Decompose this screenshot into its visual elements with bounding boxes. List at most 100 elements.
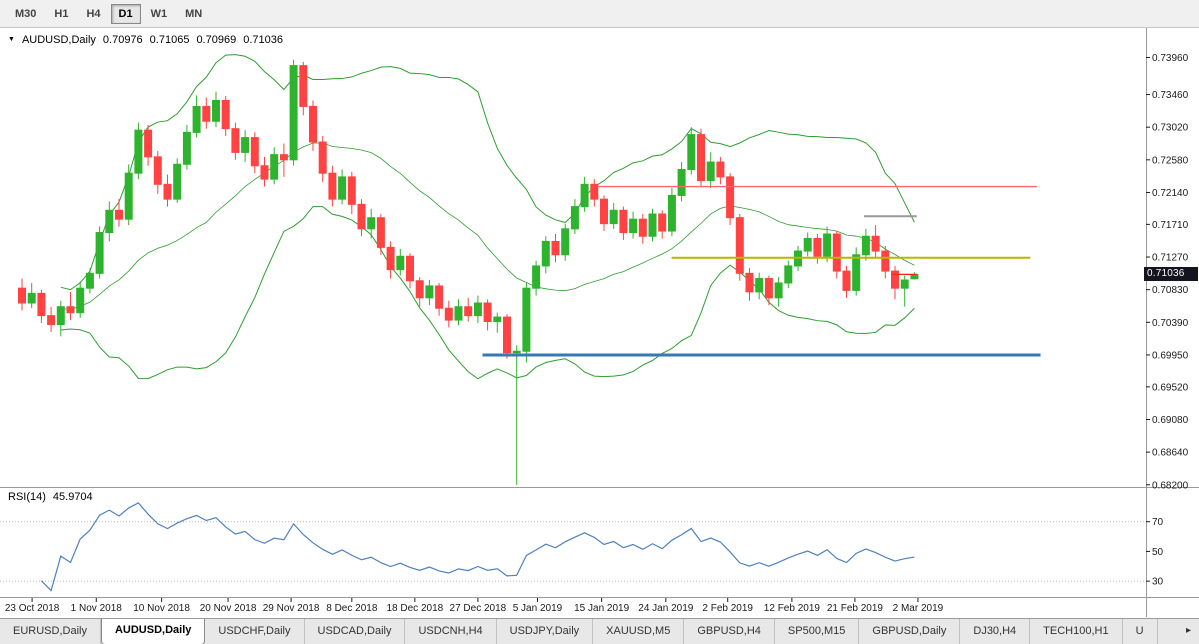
price-axis-label: 0.68640 — [1152, 448, 1189, 459]
price-axis-label: 0.73020 — [1152, 123, 1189, 134]
chart-tab-audusd-daily[interactable]: AUDUSD,Daily — [100, 619, 206, 644]
panel-separators — [0, 28, 1199, 617]
time-axis-label: 1 Nov 2018 — [71, 603, 123, 614]
chart-tab-u[interactable]: U — [1122, 619, 1158, 644]
price-axis[interactable]: 0.73960 0.73460 0.73020 0.72580 0.72140 0.717… — [1146, 53, 1189, 491]
timeframe-button-mn[interactable]: MN — [177, 4, 210, 24]
time-axis-label: 18 Dec 2018 — [386, 603, 443, 614]
time-axis[interactable]: 23 Oct 2018 1 Nov 2018 10 Nov 2018 20 Nov 2… — [5, 598, 944, 614]
candle-body — [231, 128, 240, 153]
timeframe-button-w1[interactable]: W1 — [143, 4, 176, 24]
candle-body — [221, 99, 230, 130]
candle-body — [891, 270, 899, 289]
candle-body — [706, 161, 715, 182]
ohlc-low: 0.70969 — [196, 34, 237, 46]
time-axis-label: 8 Dec 2018 — [326, 603, 378, 614]
candle-body — [755, 278, 764, 293]
candle-body — [697, 134, 705, 182]
ohlc-close: 0.71036 — [243, 34, 283, 46]
candle-body — [163, 183, 172, 200]
candle-body — [212, 99, 220, 122]
candle-body — [677, 168, 686, 196]
candle-body — [202, 105, 211, 122]
rsi-indicator-label: RSI(14) 45.9704 — [8, 491, 93, 503]
timeframe-button-h4[interactable]: H4 — [78, 4, 108, 24]
candle-body — [910, 273, 919, 280]
candle-body — [241, 137, 250, 153]
candle-body — [318, 141, 327, 174]
candle-body — [464, 306, 473, 317]
candle-body — [561, 228, 570, 256]
candle-body — [396, 255, 405, 271]
time-axis-label: 21 Feb 2019 — [827, 603, 884, 614]
candle-body — [861, 235, 870, 256]
candle-body — [134, 129, 143, 174]
candle-body — [18, 287, 26, 304]
chart-tab-usdcnh-h4[interactable]: USDCNH,H4 — [405, 619, 497, 644]
tab-scroll-right-icon[interactable]: ▸ — [1185, 625, 1191, 636]
candle-body — [512, 350, 521, 354]
chart-header: ▼ AUDUSD,Daily 0.70976 0.71065 0.70969 0… — [8, 34, 283, 46]
bollinger-middle-band — [60, 142, 915, 310]
time-axis-label: 27 Dec 2018 — [450, 603, 507, 614]
time-axis-label: 23 Oct 2018 — [5, 603, 60, 614]
chart-tab-gbpusd-daily[interactable]: GBPUSD,Daily — [859, 619, 961, 644]
candle-body — [551, 240, 560, 256]
candle-body — [279, 154, 288, 161]
candle-body — [250, 137, 259, 167]
candle-body — [415, 280, 424, 299]
price-axis-label: 0.72140 — [1152, 188, 1189, 199]
timeframe-button-h1[interactable]: H1 — [46, 4, 76, 24]
candle-body — [37, 292, 46, 317]
candle-body — [173, 163, 182, 200]
bollinger-lower-band — [60, 206, 915, 380]
candle-body — [493, 316, 502, 323]
timeframe-button-d1[interactable]: D1 — [110, 3, 141, 24]
candle-body — [115, 209, 123, 220]
time-axis-label: 2 Feb 2019 — [702, 603, 753, 614]
chart-tab-xauusd-m5[interactable]: XAUUSD,M5 — [593, 619, 685, 644]
chart-tab-usdchf-daily[interactable]: USDCHF,Daily — [205, 619, 305, 644]
candle-body — [541, 240, 550, 267]
candle-body — [619, 209, 628, 234]
candle-body — [522, 287, 531, 352]
candle-body — [629, 218, 638, 234]
candle-body — [803, 237, 812, 252]
candle-body — [444, 307, 453, 321]
time-axis-label: 5 Jan 2019 — [513, 603, 563, 614]
candle-body — [687, 134, 696, 170]
candle-body — [95, 232, 104, 274]
chart-tab-gbpusd-h4[interactable]: GBPUSD,H4 — [684, 619, 775, 644]
price-axis-label: 0.69520 — [1152, 382, 1189, 393]
chart-tab-dj30-h4[interactable]: DJ30,H4 — [960, 619, 1031, 644]
candle-body — [309, 105, 317, 143]
candle-body — [532, 265, 541, 289]
chart-region: 0.73960 0.73460 0.73020 0.72580 0.72140 0.717… — [0, 28, 1199, 618]
chart-tab-eurusd-daily[interactable]: EURUSD,Daily — [0, 619, 101, 644]
chart-tab-usdcad-daily[interactable]: USDCAD,Daily — [304, 619, 406, 644]
chart-tab-bar: EURUSD,Daily AUDUSD,Daily USDCHF,Daily USDC… — [0, 618, 1199, 644]
price-axis-label: 0.71710 — [1152, 220, 1189, 231]
candle-body — [570, 206, 579, 230]
candle-body — [726, 176, 735, 219]
candle-body — [144, 129, 153, 158]
time-axis-label: 10 Nov 2018 — [133, 603, 190, 614]
candle-body — [347, 176, 356, 205]
price-axis-label: 0.70830 — [1152, 285, 1189, 296]
chart-canvas[interactable]: 0.73960 0.73460 0.73020 0.72580 0.72140 0.717… — [0, 28, 1199, 618]
chart-tab-sp500-m15[interactable]: SP500,M15 — [774, 619, 860, 644]
chart-tab-usdjpy-daily[interactable]: USDJPY,Daily — [496, 619, 594, 644]
candle-body — [299, 65, 308, 107]
candle-body — [473, 302, 482, 317]
candle-body — [735, 217, 744, 274]
price-axis-label: 0.73460 — [1152, 90, 1189, 101]
chart-tab-tech100-h1[interactable]: TECH100,H1 — [1030, 619, 1123, 644]
candle-body — [357, 203, 366, 230]
candle-body — [590, 183, 599, 200]
timeframe-button-m30[interactable]: M30 — [7, 4, 44, 24]
candle-body — [85, 272, 94, 289]
candle-body — [270, 154, 279, 180]
symbol-marker-icon[interactable]: ▼ — [8, 36, 15, 43]
candle-body — [47, 315, 56, 326]
